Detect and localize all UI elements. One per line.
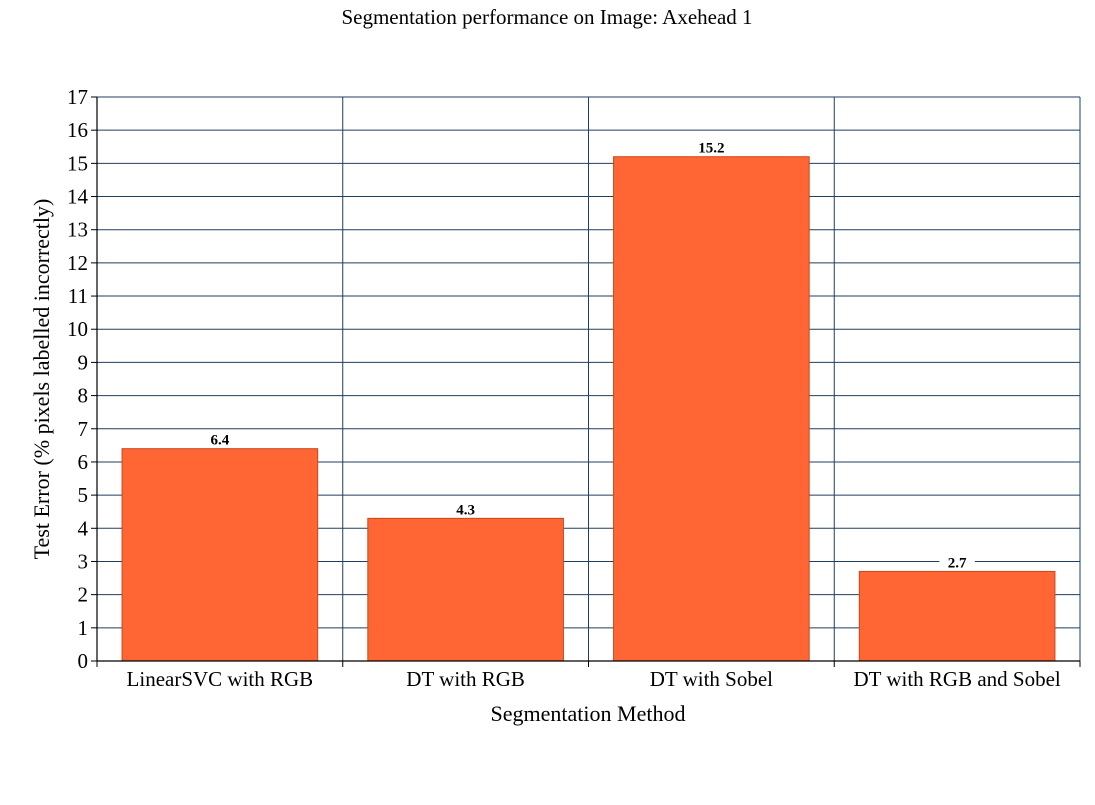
chart-title: Segmentation performance on Image: Axehe… (341, 5, 752, 29)
data-label-background (202, 429, 238, 448)
y-tick-label: 16 (67, 118, 88, 142)
y-tick-label: 9 (78, 350, 89, 374)
bar (367, 517, 564, 662)
x-tick-label: LinearSVC with RGB (127, 667, 314, 691)
y-tick-label: 10 (67, 317, 88, 341)
data-label-background (447, 499, 484, 518)
bar (121, 448, 319, 662)
y-axis-title: Test Error (% pixels labelled incorrectl… (29, 199, 54, 560)
y-tick-label: 7 (78, 417, 89, 441)
data-label-background (939, 552, 975, 571)
x-axis-title: Segmentation Method (491, 701, 686, 726)
y-tick-label: 4 (78, 516, 89, 540)
x-tick-label: DT with RGB (406, 667, 525, 691)
axes (91, 96, 1081, 667)
y-tick-label: 1 (78, 616, 89, 640)
y-tick-label: 8 (78, 384, 89, 408)
x-tick-label: DT with RGB and Sobel (853, 667, 1060, 691)
data-label: 6.4 (211, 433, 230, 449)
y-tick-label: 6 (78, 450, 89, 474)
data-label: 4.3 (456, 502, 475, 518)
bars (121, 156, 1056, 662)
y-tick-label: 12 (67, 251, 88, 275)
y-tick-label: 3 (78, 549, 89, 573)
y-tick-label: 17 (67, 85, 88, 109)
y-tick-label: 2 (78, 583, 89, 607)
y-tick-label: 11 (68, 284, 88, 308)
data-label: 2.7 (948, 555, 967, 571)
y-tick-label: 14 (67, 185, 89, 209)
bar (858, 570, 1056, 662)
data-label: 15.2 (698, 141, 724, 157)
y-tick-label: 5 (78, 483, 89, 507)
y-tick-label: 15 (67, 151, 88, 175)
y-tick-label: 0 (78, 649, 89, 673)
y-tick-label: 13 (67, 218, 88, 242)
data-label-background (689, 137, 734, 156)
x-tick-label: DT with Sobel (650, 667, 773, 691)
bar (613, 156, 810, 662)
